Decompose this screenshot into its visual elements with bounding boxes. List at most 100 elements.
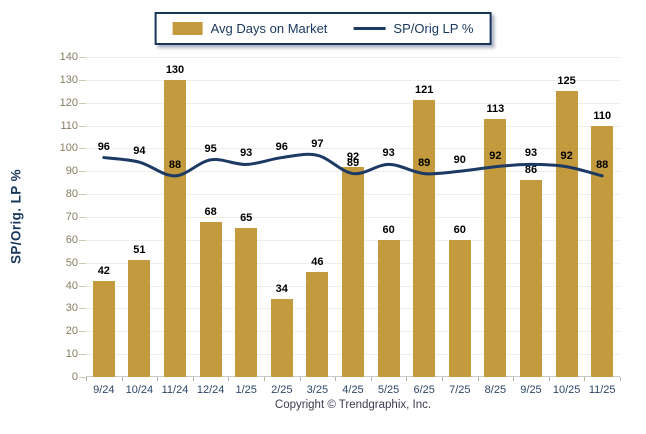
y-tick-mark <box>79 331 86 332</box>
x-tick-label: 10/24 <box>125 384 154 396</box>
x-tick-label: 11/24 <box>161 384 189 396</box>
line-value-label: 94 <box>133 145 146 158</box>
y-tick-label: 0 <box>71 371 78 383</box>
bar <box>128 260 151 377</box>
x-tick-mark <box>584 377 586 381</box>
x-tick-label: 8/25 <box>484 384 507 396</box>
bar <box>270 299 293 377</box>
bar <box>520 180 542 377</box>
y-tick-mark <box>79 240 86 241</box>
line-value-label: 93 <box>382 147 395 160</box>
y-tick-mark <box>79 126 86 127</box>
bar <box>448 239 471 377</box>
x-tick-label: 6/25 <box>413 384 435 396</box>
x-tick-mark <box>370 377 372 381</box>
line-value-label: 97 <box>311 138 324 151</box>
y-tick-mark <box>79 286 86 287</box>
bar-value-label: 42 <box>97 265 110 277</box>
line-value-label: 96 <box>97 140 110 153</box>
bar <box>413 100 436 377</box>
x-tick-label: 1/25 <box>235 384 257 396</box>
gridline <box>86 126 620 127</box>
x-tick-label: 4/25 <box>342 384 364 396</box>
y-tick-label: 110 <box>60 120 78 132</box>
y-tick-label: 120 <box>59 97 78 109</box>
y-tick-mark <box>79 148 86 149</box>
y-tick-mark <box>79 103 86 104</box>
bar-value-label: 46 <box>311 255 324 268</box>
bar-value-label: 130 <box>165 63 185 76</box>
x-tick-mark <box>264 377 265 381</box>
x-tick-label: 7/25 <box>449 384 471 396</box>
bar-value-label: 51 <box>133 244 146 257</box>
y-tick-label: 20 <box>65 325 78 337</box>
y-tick-mark <box>79 354 86 355</box>
bar-value-label: 34 <box>275 283 288 296</box>
y-tick-mark <box>79 57 86 58</box>
y-tick-mark <box>79 308 86 309</box>
y-tick-mark <box>79 217 86 218</box>
x-tick-mark <box>620 377 621 381</box>
x-tick-label: 10/25 <box>552 384 581 396</box>
x-tick-mark <box>335 377 337 381</box>
y-tick-label: 130 <box>59 74 78 86</box>
x-tick-mark <box>406 377 408 381</box>
x-tick-label: 3/25 <box>306 384 329 396</box>
bar-value-label: 121 <box>415 84 434 97</box>
y-tick-mark <box>79 377 86 378</box>
bar-value-label: 60 <box>453 223 466 236</box>
y-tick-mark <box>79 171 86 172</box>
legend-bar-swatch-icon <box>172 22 203 35</box>
bar <box>92 281 115 377</box>
x-tick-mark <box>228 377 230 381</box>
x-tick-label: 12/24 <box>196 384 225 396</box>
copyright: Copyright © Trendgraphix, Inc. <box>274 399 432 411</box>
y-tick-label: 90 <box>65 165 78 177</box>
bar <box>306 271 329 377</box>
x-tick-mark <box>513 377 515 381</box>
gridline <box>86 148 620 149</box>
line-value-label: 89 <box>346 156 360 169</box>
line-value-label: 92 <box>560 149 573 162</box>
y-tick-label: 70 <box>65 211 78 223</box>
legend-item-bar: Avg Days on Market <box>172 21 328 36</box>
bar <box>591 125 614 377</box>
x-tick-label: 9/24 <box>93 384 115 396</box>
bar-value-label: 65 <box>240 212 253 225</box>
line-value-label: 93 <box>524 147 538 160</box>
x-tick-mark <box>299 377 301 381</box>
bar-value-label: 60 <box>382 223 395 236</box>
bar-value-label: 110 <box>593 109 612 122</box>
bar <box>555 91 578 377</box>
x-tick-mark <box>548 377 550 381</box>
x-tick-mark <box>477 377 479 381</box>
gridline <box>86 57 620 58</box>
x-tick-mark <box>192 377 194 381</box>
x-tick-label: 2/25 <box>271 384 293 396</box>
x-tick-mark <box>442 377 443 381</box>
bar-value-label: 86 <box>524 164 538 177</box>
legend-bar-label: Avg Days on Market <box>210 21 328 36</box>
legend: Avg Days on Market SP/Orig LP % <box>154 12 492 45</box>
bar-value-label: 92 <box>346 150 360 163</box>
bar-value-label: 68 <box>204 205 217 218</box>
x-tick-mark <box>86 377 87 381</box>
plot-area: 0 10 20 30 40 50 60 70 80 90 100 110 120 130 140 9/24 10… <box>60 51 621 396</box>
y-tick-label: 60 <box>65 234 78 246</box>
line-value-label: 93 <box>240 147 253 160</box>
x-tick-mark <box>157 377 159 381</box>
x-tick-label: 11/25 <box>588 384 616 396</box>
x-tick-mark <box>121 377 123 381</box>
y-tick-mark <box>79 194 86 195</box>
bar-value-label: 125 <box>557 75 576 88</box>
bar <box>235 228 258 377</box>
bar <box>484 118 507 377</box>
line-value-label: 95 <box>204 142 217 155</box>
y-tick-label: 50 <box>65 257 78 269</box>
bar <box>377 239 400 377</box>
trend-line <box>102 152 604 178</box>
y-tick-label: 80 <box>65 188 78 200</box>
y-tick-label: 140 <box>59 51 78 63</box>
y-tick-label: 100 <box>59 142 78 154</box>
